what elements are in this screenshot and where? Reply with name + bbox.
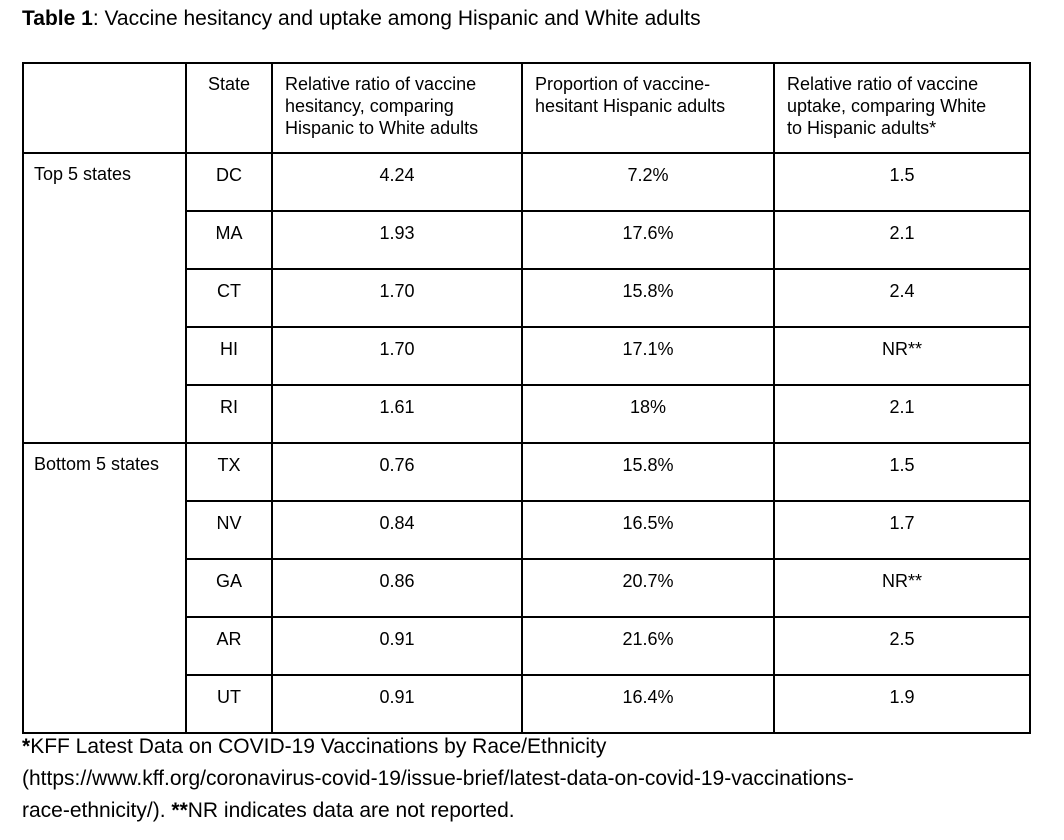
state-cell: RI <box>185 384 273 444</box>
hesitancy-ratio-cell: 1.61 <box>271 384 523 444</box>
header-uptake-line: uptake, comparing White <box>787 96 987 116</box>
footnote: *KFF Latest Data on COVID-19 Vaccination… <box>22 731 1052 827</box>
hesitancy-ratio-cell: 1.70 <box>271 268 523 328</box>
hesitancy-ratio-cell: 0.86 <box>271 558 523 618</box>
header-hesitancy-line: Relative ratio of vaccine <box>285 74 477 94</box>
footnote-double-asterisk: ** <box>171 799 188 822</box>
uptake-ratio-cell: 1.5 <box>773 442 1031 502</box>
state-cell: HI <box>185 326 273 386</box>
footnote-url-end-text: race-ethnicity/). <box>22 799 172 822</box>
table-caption: Table 1: Vaccine hesitancy and uptake am… <box>22 5 701 32</box>
table-row: NV 0.84 16.5% 1.7 <box>23 500 1031 560</box>
vaccine-table: State Relative ratio of vaccine hesitanc… <box>22 62 1031 734</box>
header-uptake-line: to Hispanic adults* <box>787 118 937 138</box>
uptake-ratio-cell: NR** <box>773 558 1031 618</box>
table-row: HI 1.70 17.1% NR** <box>23 326 1031 386</box>
hesitant-proportion-cell: 18% <box>521 384 775 444</box>
footnote-asterisk: * <box>22 735 31 758</box>
header-uptake-line: Relative ratio of vaccine <box>787 74 979 94</box>
state-cell: GA <box>185 558 273 618</box>
header-proportion-line: Proportion of vaccine- <box>535 74 711 94</box>
state-cell: DC <box>185 152 273 212</box>
header-group-empty <box>22 62 187 154</box>
header-hesitant-proportion: Proportion of vaccine- hesitant Hispanic… <box>521 62 775 154</box>
table-row: UT 0.91 16.4% 1.9 <box>23 674 1031 734</box>
table-row: Top 5 states DC 4.24 7.2% 1.5 <box>22 152 1031 444</box>
header-uptake-ratio: Relative ratio of vaccine uptake, compar… <box>773 62 1031 154</box>
group-label-top5: Top 5 states <box>22 152 187 444</box>
uptake-ratio-cell: NR** <box>773 326 1031 386</box>
hesitancy-ratio-cell: 0.84 <box>271 500 523 560</box>
table-row: RI 1.61 18% 2.1 <box>23 384 1031 444</box>
hesitancy-ratio-cell: 1.70 <box>271 326 523 386</box>
header-hesitancy-line: hesitancy, comparing <box>285 96 454 116</box>
state-cell: CT <box>185 268 273 328</box>
hesitant-proportion-cell: 17.6% <box>521 210 775 270</box>
header-hesitancy-line: Hispanic to White adults <box>285 118 479 138</box>
uptake-ratio-cell: 1.5 <box>773 152 1031 212</box>
hesitant-proportion-cell: 20.7% <box>521 558 775 618</box>
hesitant-proportion-cell: 15.8% <box>521 442 775 502</box>
hesitant-proportion-cell: 16.5% <box>521 500 775 560</box>
table-row: CT 1.70 15.8% 2.4 <box>23 268 1031 328</box>
table-caption-label: Table 1 <box>22 7 93 30</box>
footnote-source-text: KFF Latest Data on COVID-19 Vaccinations… <box>30 735 607 758</box>
table-row: MA 1.93 17.6% 2.1 <box>23 210 1031 270</box>
state-cell: AR <box>185 616 273 676</box>
state-cell: UT <box>185 674 273 734</box>
hesitant-proportion-cell: 16.4% <box>521 674 775 734</box>
hesitant-proportion-cell: 21.6% <box>521 616 775 676</box>
group-label-bottom5: Bottom 5 states <box>22 442 187 734</box>
state-cell: MA <box>185 210 273 270</box>
table-caption-text: : Vaccine hesitancy and uptake among His… <box>92 7 701 30</box>
header-proportion-line: hesitant Hispanic adults <box>535 96 726 116</box>
footnote-nr-text: NR indicates data are not reported. <box>187 799 515 822</box>
header-hesitancy-ratio: Relative ratio of vaccine hesitancy, com… <box>271 62 523 154</box>
table-row: GA 0.86 20.7% NR** <box>23 558 1031 618</box>
footnote-url-text: (https://www.kff.org/coronavirus-covid-1… <box>22 767 854 790</box>
state-cell: TX <box>185 442 273 502</box>
uptake-ratio-cell: 2.1 <box>773 384 1031 444</box>
hesitancy-ratio-cell: 0.76 <box>271 442 523 502</box>
header-row: State Relative ratio of vaccine hesitanc… <box>22 62 1031 154</box>
hesitancy-ratio-cell: 1.93 <box>271 210 523 270</box>
header-state: State <box>185 62 273 154</box>
uptake-ratio-cell: 2.4 <box>773 268 1031 328</box>
hesitancy-ratio-cell: 4.24 <box>271 152 523 212</box>
uptake-ratio-cell: 2.1 <box>773 210 1031 270</box>
hesitant-proportion-cell: 15.8% <box>521 268 775 328</box>
state-cell: NV <box>185 500 273 560</box>
hesitancy-ratio-cell: 0.91 <box>271 616 523 676</box>
table-row: Bottom 5 states TX 0.76 15.8% 1.5 <box>22 442 1031 734</box>
uptake-ratio-cell: 2.5 <box>773 616 1031 676</box>
hesitant-proportion-cell: 7.2% <box>521 152 775 212</box>
hesitant-proportion-cell: 17.1% <box>521 326 775 386</box>
table-row: AR 0.91 21.6% 2.5 <box>23 616 1031 676</box>
uptake-ratio-cell: 1.7 <box>773 500 1031 560</box>
hesitancy-ratio-cell: 0.91 <box>271 674 523 734</box>
uptake-ratio-cell: 1.9 <box>773 674 1031 734</box>
